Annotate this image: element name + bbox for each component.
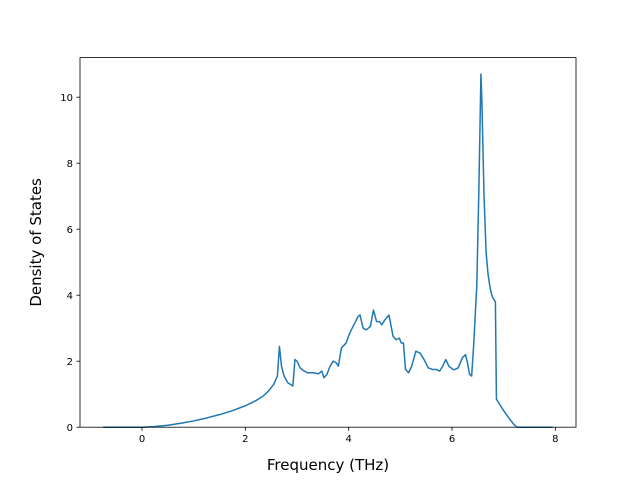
y-tick-label: 10	[60, 93, 73, 104]
y-tick-label: 4	[67, 291, 73, 302]
x-tick-label: 8	[552, 434, 558, 445]
y-tick-label: 0	[67, 423, 73, 434]
axes-frame	[79, 57, 577, 428]
x-tick-label: 0	[139, 434, 145, 445]
x-tick-label: 4	[345, 434, 351, 445]
dos-series-line	[103, 73, 553, 428]
plot-area	[103, 73, 553, 428]
x-axis-label: Frequency (THz)	[267, 456, 389, 474]
y-tick-label: 8	[67, 159, 73, 170]
axis-ticks: 0 2 4 6 8 0 2 4 6 8 10	[60, 93, 558, 445]
y-tick-label: 6	[67, 225, 73, 236]
x-tick-label: 6	[449, 434, 455, 445]
y-tick-label: 2	[67, 357, 73, 368]
y-axis-label: Density of States	[27, 178, 45, 307]
x-tick-label: 2	[242, 434, 248, 445]
